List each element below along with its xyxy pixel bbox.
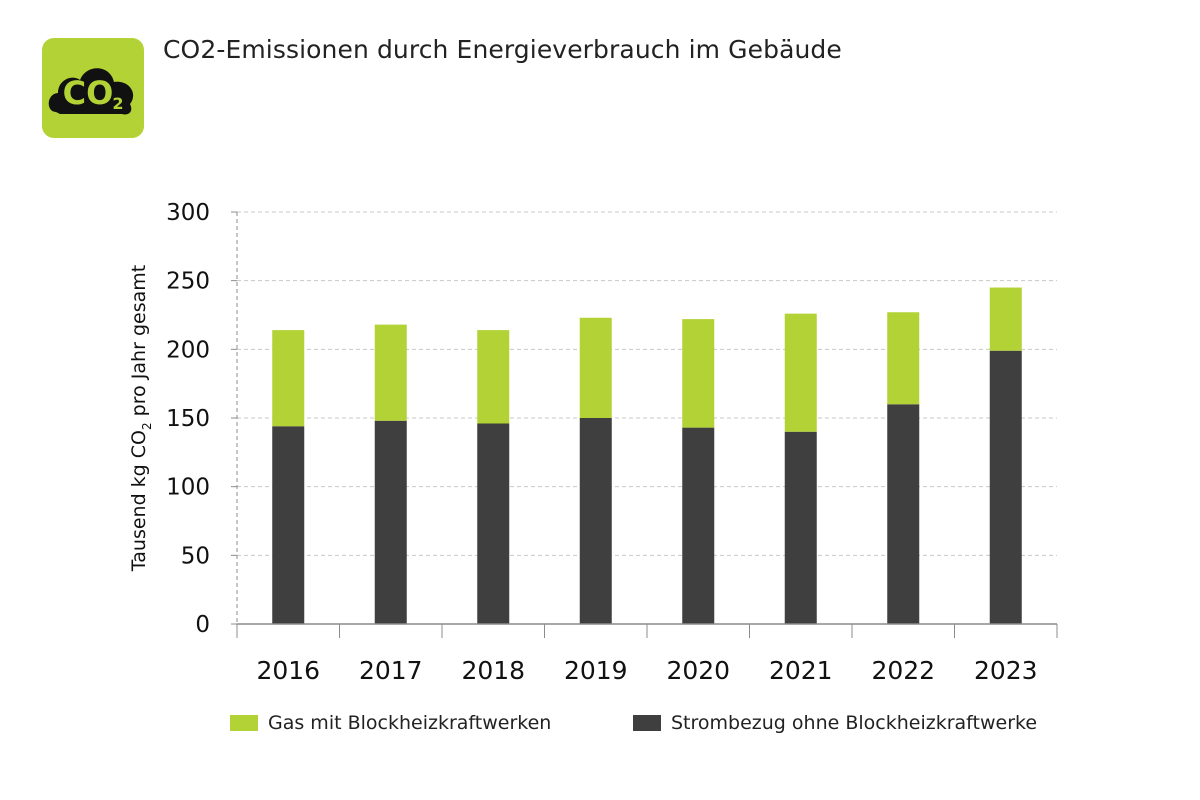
co2-cloud-logo: CO 2 (42, 38, 144, 138)
grid-lines (237, 211, 1057, 556)
logo-co-text: CO (63, 74, 114, 112)
bar-gas-2016 (272, 330, 305, 427)
x-tick-label: 2016 (256, 656, 320, 685)
x-tick-label: 2022 (871, 656, 935, 685)
x-tick-label: 2018 (461, 656, 525, 685)
legend-item-strom: Strombezug ohne Blockheizkraftwerke (633, 712, 1037, 734)
bar-strom-2017 (374, 420, 407, 624)
legend-label-strom: Strombezug ohne Blockheizkraftwerke (671, 712, 1038, 734)
bar-strom-2018 (477, 423, 510, 624)
x-tick-label: 2020 (666, 656, 730, 685)
bars (272, 287, 1022, 624)
cloud-icon (48, 68, 134, 115)
y-tick-labels: 0 50 100 150 200 250 300 (166, 200, 237, 638)
axes (236, 212, 1058, 638)
bar-gas-2023 (989, 287, 1022, 351)
bar-strom-2023 (989, 350, 1022, 624)
bar-gas-2020 (682, 319, 715, 428)
bar-gas-2017 (374, 324, 407, 421)
bar-gas-2019 (579, 317, 612, 418)
x-tick-label: 2023 (974, 656, 1038, 685)
y-tick-label: 250 (166, 269, 210, 295)
legend-swatch-gas (230, 715, 258, 731)
x-tick-label: 2021 (769, 656, 833, 685)
y-tick-label: 0 (195, 612, 210, 638)
bar-strom-2021 (784, 431, 817, 624)
x-tick-label: 2017 (359, 656, 423, 685)
legend-item-gas: Gas mit Blockheizkraftwerken (230, 712, 551, 734)
y-tick-label: 200 (166, 337, 210, 363)
bar-gas-2022 (887, 312, 920, 405)
bar-strom-2016 (272, 426, 305, 624)
bar-gas-2021 (784, 313, 817, 432)
chart-title: CO2-Emissionen durch Energieverbrauch im… (163, 35, 842, 64)
bar-strom-2020 (682, 427, 715, 624)
legend-label-gas: Gas mit Blockheizkraftwerken (268, 712, 552, 734)
x-tick-labels: 2016 2017 2018 2019 2020 2021 2022 2023 (256, 656, 1037, 685)
legend-swatch-strom (633, 715, 661, 731)
bar-strom-2022 (887, 404, 920, 624)
bar-gas-2018 (477, 330, 510, 424)
y-tick-label: 300 (166, 200, 210, 226)
y-tick-label: 100 (166, 475, 210, 501)
x-tick-label: 2019 (564, 656, 628, 685)
logo-sub-text: 2 (112, 94, 123, 113)
y-axis-label: Tausend kg CO2 pro Jahr gesamt (128, 265, 154, 572)
y-tick-label: 50 (181, 543, 210, 569)
y-tick-label: 150 (166, 406, 210, 432)
bar-strom-2019 (579, 418, 612, 624)
